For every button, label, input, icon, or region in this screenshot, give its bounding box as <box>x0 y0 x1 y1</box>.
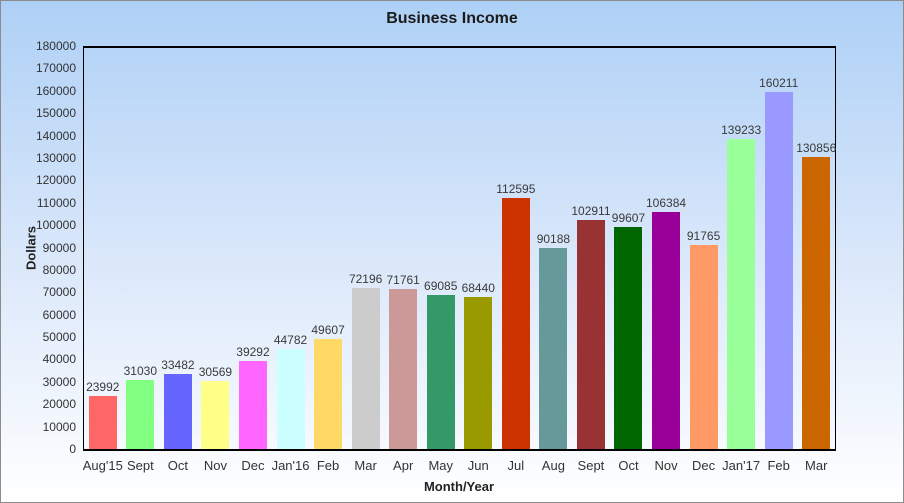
y-tick-label: 30000 <box>42 374 76 389</box>
bar-value-label: 33482 <box>161 358 195 373</box>
x-tick-label: Mar <box>805 458 828 473</box>
y-tick-label: 180000 <box>35 39 76 53</box>
y-tick-label: 160000 <box>35 83 76 98</box>
bar <box>802 157 831 449</box>
x-tick-label: Jan'17 <box>722 458 761 473</box>
bar <box>539 248 568 449</box>
y-tick-label: 120000 <box>35 173 76 188</box>
chart-title: Business Income <box>386 10 518 27</box>
bar <box>464 296 493 449</box>
y-tick-label: 150000 <box>35 106 76 121</box>
bar-value-label: 30569 <box>198 364 233 379</box>
bar-value-label: 91765 <box>686 228 721 243</box>
y-tick-label: 10000 <box>42 419 76 434</box>
plot-area: 23992 31030 33482 30569 39292 44782 49607 72196… <box>83 46 836 451</box>
bar-value-label: 106384 <box>645 196 687 211</box>
y-tick-label: 110000 <box>36 195 76 210</box>
x-tick-label: Jun <box>467 458 489 473</box>
bar-value-label: 99607 <box>611 211 646 226</box>
x-tick-label: Sept <box>577 458 605 473</box>
bar-value-label: 69085 <box>424 279 458 294</box>
bar-value-label: 39292 <box>236 345 270 360</box>
bar <box>689 244 718 449</box>
x-tick-label: Apr <box>393 458 414 473</box>
bar-value-label: 130856 <box>796 141 837 156</box>
x-tick-label: Aug <box>541 458 565 473</box>
y-tick-label: 170000 <box>35 61 76 76</box>
y-tick-label: 40000 <box>42 352 76 367</box>
bar-value-label: 139233 <box>721 122 762 137</box>
y-tick-label: 140000 <box>35 128 76 143</box>
y-tick-label: 0 <box>69 442 76 456</box>
bar <box>351 288 380 449</box>
bar-value-label: 31030 <box>123 363 157 378</box>
bar <box>614 227 643 449</box>
bar <box>88 395 117 449</box>
bar-value-label: 72196 <box>348 272 383 287</box>
bar-value-label: 102911 <box>571 203 611 218</box>
bar <box>501 198 530 449</box>
x-tick-label: Nov <box>654 458 678 473</box>
bar <box>238 361 267 449</box>
x-tick-label: Feb <box>767 458 790 473</box>
y-tick-label: 50000 <box>42 330 76 345</box>
bar <box>652 212 681 449</box>
bar <box>276 349 305 449</box>
bar-value-label: 90188 <box>536 232 571 247</box>
y-tick-label: 100000 <box>35 218 76 233</box>
bar <box>314 338 343 449</box>
bar-value-label: 23992 <box>86 379 120 394</box>
bar-value-label: 44782 <box>273 333 308 348</box>
bar-value-label: 71761 <box>386 273 420 288</box>
x-tick-label: Oct <box>167 458 188 473</box>
x-tick-label: Jan'16 <box>271 458 310 473</box>
x-tick-label: Aug'15 <box>82 458 123 473</box>
bar-value-label: 49607 <box>311 322 345 337</box>
x-tick-label: May <box>428 458 453 473</box>
bar <box>163 374 192 449</box>
x-axis-title: Month/Year <box>423 479 495 494</box>
bar-value-label: 68440 <box>461 280 495 295</box>
bar <box>426 295 455 449</box>
y-tick-label: 70000 <box>42 285 76 300</box>
bar-value-label: 160211 <box>759 76 799 91</box>
bar <box>727 138 756 449</box>
x-tick-label: Oct <box>618 458 639 473</box>
x-tick-label: Dec <box>241 458 265 473</box>
bar-value-label: 112595 <box>496 182 536 197</box>
x-tick-label: Dec <box>692 458 716 473</box>
x-tick-label: Jul <box>507 458 525 473</box>
bar <box>576 219 605 449</box>
y-tick-label: 130000 <box>35 150 76 165</box>
bar <box>201 380 230 449</box>
bar <box>389 289 418 449</box>
x-tick-label: Nov <box>203 458 227 473</box>
bar <box>126 379 155 449</box>
y-tick-label: 20000 <box>42 397 76 412</box>
x-tick-label: Mar <box>354 458 377 473</box>
x-tick-label: Feb <box>316 458 340 473</box>
x-tick-label: Sept <box>126 458 154 473</box>
y-tick-label: 90000 <box>42 240 76 255</box>
y-tick-label: 80000 <box>42 262 76 277</box>
bar <box>764 92 793 449</box>
y-tick-label: 60000 <box>42 307 76 322</box>
